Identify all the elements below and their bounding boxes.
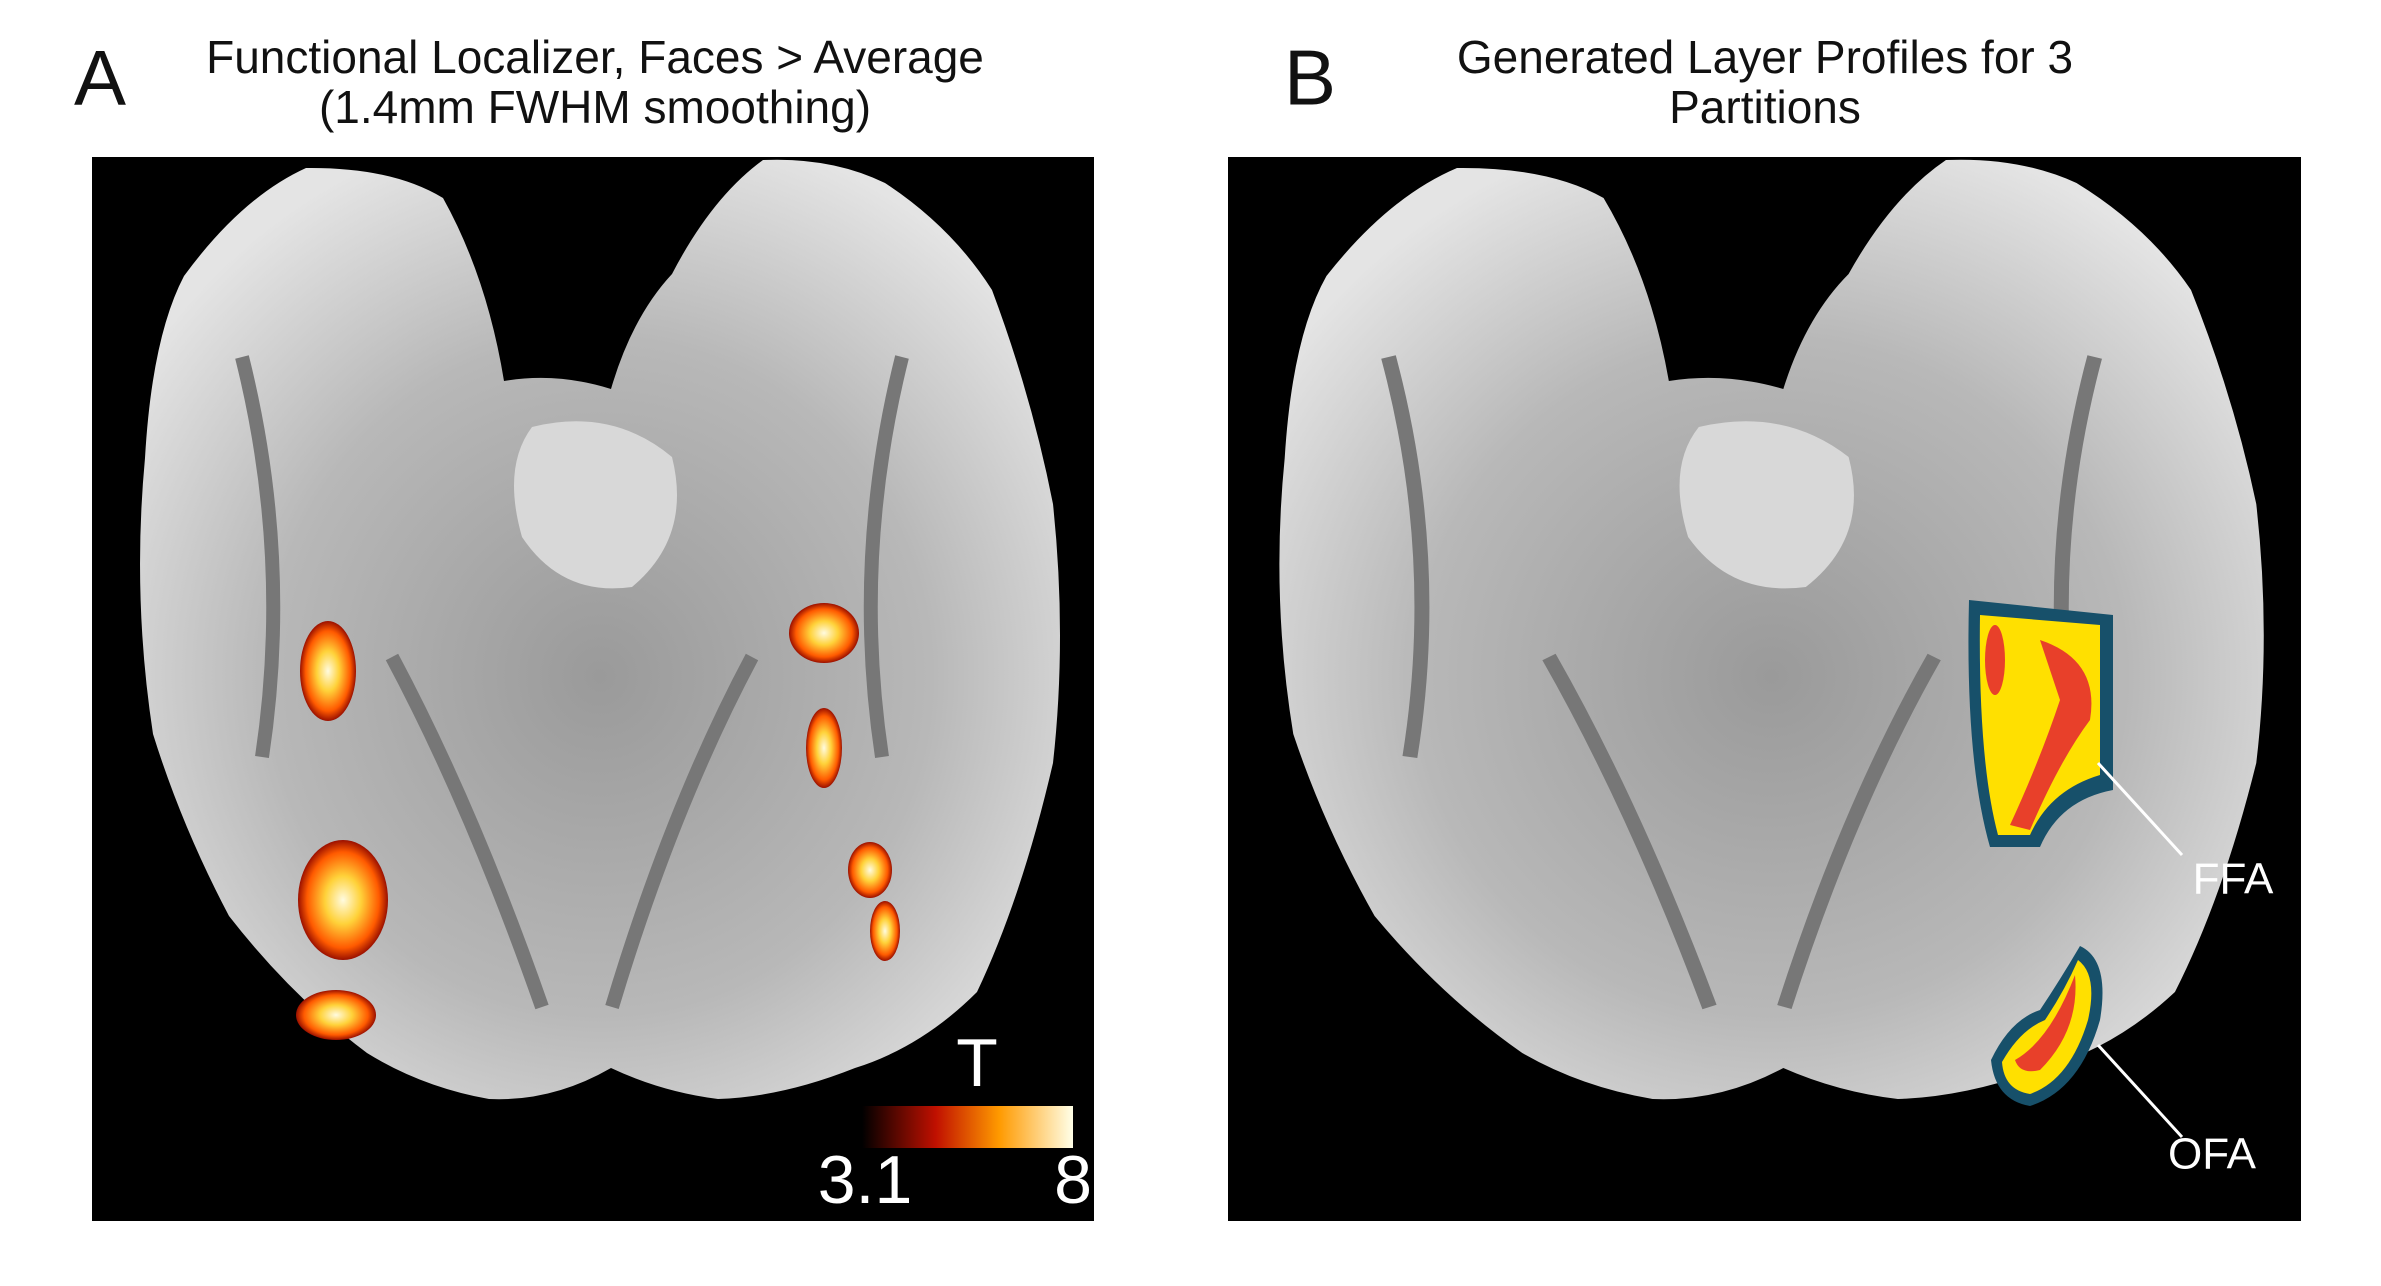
ofa-region <box>1991 946 2103 1106</box>
leader-line <box>2096 1043 2184 1139</box>
panel-title: Partitions <box>1669 81 1861 133</box>
panel-label: B <box>1284 34 1336 122</box>
region-label: OFA <box>2168 1130 2257 1179</box>
colorbar-max: 8 <box>1054 1142 1092 1218</box>
region-label: FFA <box>2193 855 2274 904</box>
panel-title: Generated Layer Profiles for 3 <box>1457 31 2073 83</box>
panel-title: (1.4mm FWHM smoothing) <box>319 81 871 133</box>
panel-label: A <box>74 34 126 122</box>
activation <box>296 603 900 1040</box>
ffa-region <box>1968 600 2113 847</box>
panel-title: Functional Localizer, Faces > Average <box>206 31 984 83</box>
colorbar <box>862 1106 1073 1148</box>
leader-line <box>2096 761 2184 857</box>
colorbar-title: T <box>956 1025 998 1101</box>
colorbar-min: 3.1 <box>818 1142 913 1218</box>
